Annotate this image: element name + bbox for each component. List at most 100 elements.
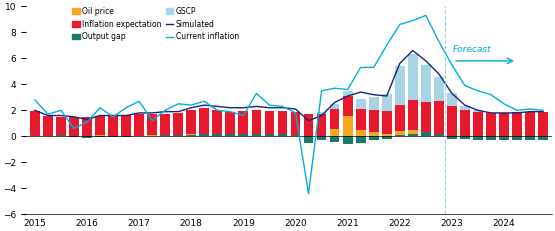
- Bar: [382, 111, 392, 134]
- Bar: [304, 136, 314, 143]
- Bar: [343, 116, 352, 136]
- Bar: [186, 135, 196, 136]
- Bar: [251, 135, 261, 136]
- Bar: [278, 134, 287, 136]
- Bar: [251, 110, 261, 135]
- Bar: [173, 113, 183, 135]
- Bar: [421, 132, 431, 136]
- Bar: [369, 97, 379, 110]
- Bar: [395, 135, 405, 136]
- Bar: [43, 116, 53, 136]
- Bar: [69, 118, 79, 136]
- Bar: [239, 111, 248, 136]
- Bar: [199, 108, 209, 134]
- Bar: [473, 110, 483, 112]
- Bar: [395, 105, 405, 131]
- Bar: [95, 136, 105, 137]
- Bar: [173, 135, 183, 136]
- Bar: [434, 77, 444, 100]
- Bar: [460, 136, 470, 139]
- Bar: [225, 112, 235, 135]
- Bar: [82, 118, 92, 136]
- Bar: [356, 99, 366, 109]
- Bar: [291, 112, 300, 136]
- Bar: [121, 136, 131, 137]
- Bar: [382, 134, 392, 136]
- Bar: [460, 110, 470, 136]
- Bar: [369, 110, 379, 132]
- Bar: [525, 136, 535, 140]
- Bar: [239, 134, 248, 136]
- Bar: [330, 128, 340, 136]
- Bar: [382, 94, 392, 111]
- Bar: [434, 100, 444, 136]
- Bar: [408, 134, 418, 136]
- Bar: [199, 134, 209, 136]
- Bar: [213, 110, 222, 135]
- Bar: [160, 135, 170, 136]
- Bar: [343, 91, 352, 96]
- Bar: [160, 114, 170, 136]
- Legend: Oil price, Inflation expectation, Output gap, GSCP, Simulated, Current inflation: Oil price, Inflation expectation, Output…: [72, 6, 240, 42]
- Bar: [147, 135, 157, 136]
- Bar: [265, 134, 274, 136]
- Bar: [317, 114, 326, 136]
- Bar: [186, 110, 196, 134]
- Bar: [69, 136, 79, 137]
- Text: Forecast: Forecast: [453, 45, 492, 54]
- Bar: [356, 130, 366, 136]
- Bar: [225, 135, 235, 136]
- Bar: [421, 102, 431, 134]
- Bar: [330, 104, 340, 109]
- Bar: [173, 135, 183, 136]
- Bar: [343, 136, 352, 144]
- Bar: [356, 109, 366, 130]
- Bar: [486, 136, 496, 140]
- Bar: [512, 136, 522, 140]
- Bar: [304, 114, 314, 136]
- Bar: [213, 134, 222, 136]
- Bar: [343, 96, 352, 116]
- Bar: [330, 109, 340, 128]
- Bar: [447, 136, 457, 139]
- Bar: [421, 65, 431, 102]
- Bar: [95, 116, 105, 135]
- Bar: [395, 131, 405, 136]
- Bar: [82, 136, 92, 138]
- Bar: [473, 136, 483, 140]
- Bar: [447, 93, 457, 106]
- Bar: [265, 111, 274, 136]
- Bar: [30, 111, 40, 136]
- Bar: [251, 134, 261, 136]
- Bar: [525, 112, 535, 136]
- Bar: [134, 114, 144, 136]
- Bar: [499, 113, 509, 136]
- Bar: [538, 136, 548, 140]
- Bar: [408, 130, 418, 136]
- Bar: [408, 54, 418, 100]
- Bar: [408, 100, 418, 130]
- Bar: [278, 111, 287, 136]
- Bar: [421, 134, 431, 136]
- Bar: [434, 134, 444, 136]
- Bar: [121, 115, 131, 136]
- Bar: [356, 136, 366, 143]
- Bar: [317, 112, 326, 114]
- Bar: [56, 117, 66, 136]
- Bar: [147, 114, 157, 135]
- Bar: [330, 136, 340, 142]
- Bar: [291, 135, 300, 136]
- Bar: [108, 136, 118, 137]
- Bar: [395, 66, 405, 105]
- Bar: [499, 136, 509, 140]
- Bar: [473, 112, 483, 136]
- Bar: [199, 134, 209, 136]
- Bar: [382, 136, 392, 139]
- Bar: [460, 106, 470, 110]
- Bar: [95, 135, 105, 136]
- Bar: [447, 106, 457, 136]
- Bar: [225, 134, 235, 136]
- Bar: [213, 135, 222, 136]
- Bar: [317, 136, 326, 140]
- Bar: [369, 136, 379, 140]
